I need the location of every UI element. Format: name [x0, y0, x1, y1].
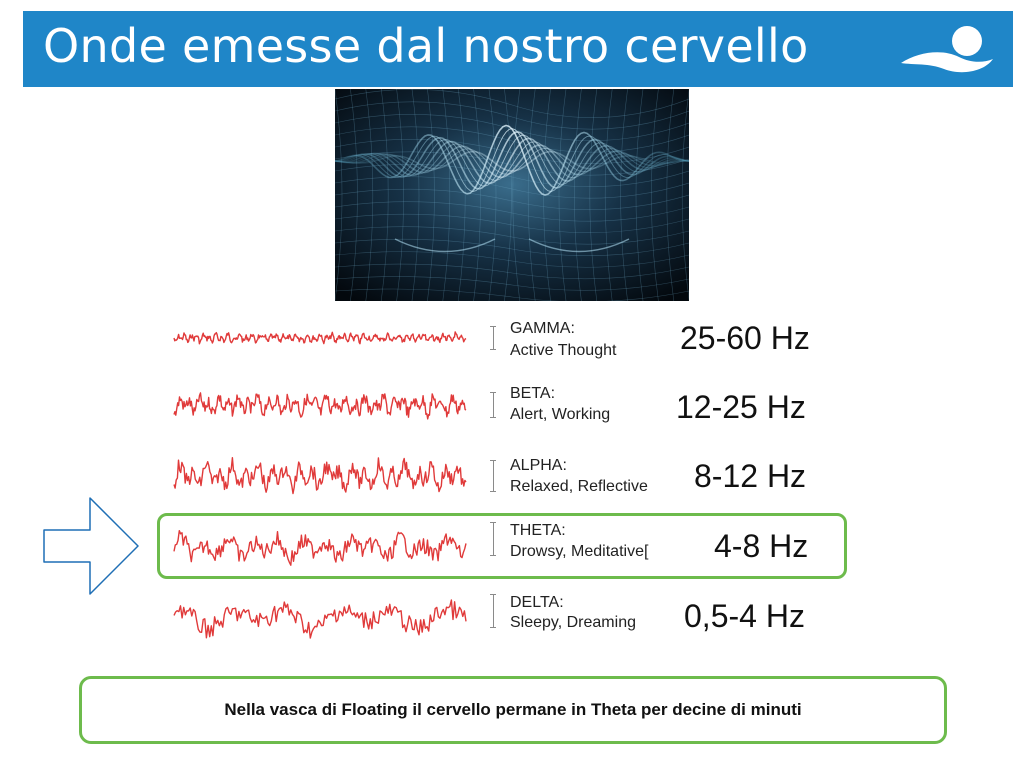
wave-desc: Drowsy, Meditative[ [510, 543, 649, 560]
brain-waves-image [335, 89, 689, 301]
wave-desc: Relaxed, Reflective [510, 478, 648, 495]
bracket-icon [490, 326, 496, 350]
note-box: Nella vasca di Floating il cervello perm… [79, 676, 947, 744]
wave-name: THETA: [510, 522, 566, 539]
wave-frequency: 8-12 Hz [694, 458, 807, 494]
beta-wave-icon [173, 392, 467, 420]
wave-frequency: 25-60 Hz [680, 320, 810, 356]
wave-frequency: 0,5-4 Hz [684, 598, 805, 634]
wave-frequency: 12-25 Hz [676, 389, 806, 425]
wave-row-beta: BETA: Alert, Working 12-25 Hz [170, 375, 830, 435]
bracket-icon [490, 460, 496, 492]
wave-row-delta: DELTA: Sleepy, Dreaming 0,5-4 Hz [170, 584, 830, 644]
bracket-icon [490, 594, 496, 628]
logo-icon [901, 26, 993, 73]
wave-row-theta: THETA: Drowsy, Meditative[ 4-8 Hz [170, 514, 830, 574]
wave-name: GAMMA: [510, 320, 575, 337]
page-title: Onde emesse dal nostro cervello [43, 19, 809, 73]
wave-desc: Sleepy, Dreaming [510, 614, 636, 631]
wave-row-gamma: GAMMA: Active Thought 25-60 Hz [170, 308, 830, 368]
bracket-icon [490, 392, 496, 418]
gamma-wave-icon [173, 331, 467, 345]
theta-highlight-box [157, 513, 847, 579]
alpha-wave-icon [173, 457, 467, 495]
arrow-right-icon [43, 497, 139, 595]
wave-name: ALPHA: [510, 457, 567, 474]
note-text: Nella vasca di Floating il cervello perm… [224, 700, 802, 719]
theta-wave-icon [173, 530, 467, 566]
wave-name: DELTA: [510, 594, 564, 611]
wave-row-alpha: ALPHA: Relaxed, Reflective 8-12 Hz [170, 444, 830, 504]
header-bar: Onde emesse dal nostro cervello [23, 11, 1013, 87]
wave-desc: Active Thought [510, 342, 617, 359]
wave-frequency: 4-8 Hz [714, 528, 809, 564]
delta-wave-icon [173, 599, 467, 639]
wave-name: BETA: [510, 385, 556, 402]
bracket-icon [490, 522, 496, 556]
wave-desc: Alert, Working [510, 406, 611, 423]
